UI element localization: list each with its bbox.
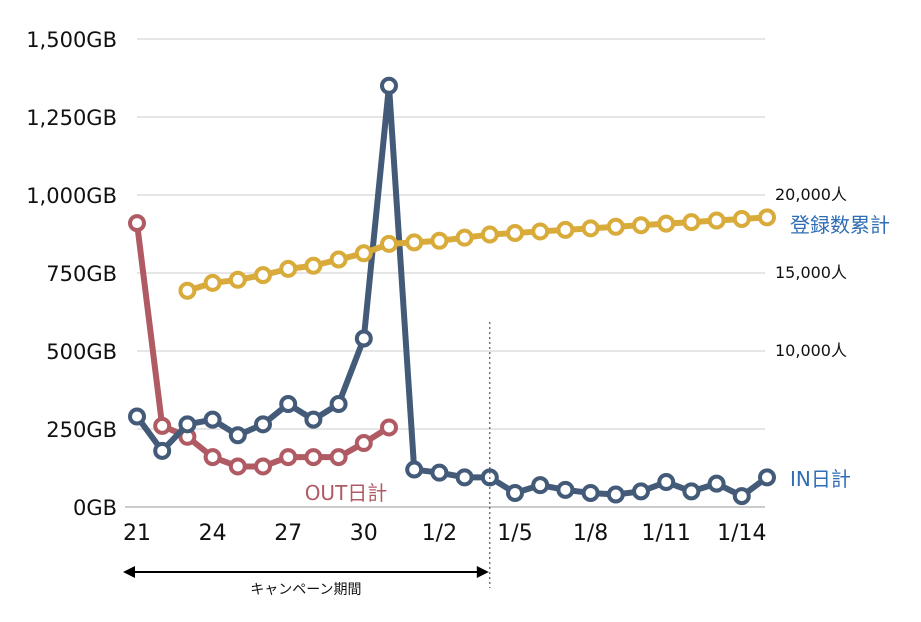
data-point bbox=[606, 485, 625, 504]
y-tick-label: 250GB bbox=[46, 418, 117, 442]
series-label: IN日計 bbox=[790, 467, 851, 491]
data-point bbox=[153, 416, 172, 435]
series-label: 登録数累計 bbox=[790, 213, 890, 237]
data-point bbox=[228, 426, 247, 445]
data-point bbox=[304, 410, 323, 429]
data-point bbox=[354, 434, 373, 453]
y-tick-label: 1,000GB bbox=[26, 184, 117, 208]
data-point bbox=[732, 487, 751, 506]
y-tick-label: 0GB bbox=[73, 496, 117, 520]
data-point bbox=[506, 483, 524, 502]
data-point bbox=[632, 482, 650, 501]
annotation-label: キャンペーン期間 bbox=[250, 582, 361, 598]
data-point bbox=[128, 407, 146, 426]
data-point bbox=[254, 266, 272, 285]
data-point bbox=[380, 418, 398, 437]
data-point bbox=[732, 209, 751, 228]
data-point bbox=[455, 468, 474, 487]
data-point bbox=[758, 468, 776, 487]
data-point bbox=[279, 448, 298, 467]
annotation-arrow-head-right bbox=[476, 566, 489, 578]
data-point bbox=[581, 483, 600, 502]
data-point bbox=[228, 270, 247, 289]
y-tick-label: 500GB bbox=[46, 340, 117, 364]
data-point bbox=[455, 228, 474, 247]
data-point bbox=[304, 448, 323, 467]
x-tick-label: 1/5 bbox=[497, 521, 532, 546]
series-layer bbox=[128, 76, 776, 506]
annotation-arrow-head-left bbox=[123, 566, 135, 578]
data-point bbox=[506, 224, 524, 242]
series-label: OUT日計 bbox=[305, 481, 388, 505]
y2-tick-label: 10,000人 bbox=[775, 341, 847, 360]
x-tick-label: 24 bbox=[199, 521, 227, 546]
data-point bbox=[128, 214, 146, 233]
data-point bbox=[178, 281, 197, 300]
y2-tick-label: 20,000人 bbox=[775, 185, 847, 204]
y-tick-label: 750GB bbox=[46, 262, 117, 286]
data-point bbox=[228, 457, 247, 476]
data-point bbox=[657, 214, 676, 233]
series-line bbox=[184, 214, 770, 294]
x-tick-label: 1/14 bbox=[717, 521, 766, 546]
data-point bbox=[430, 463, 449, 482]
data-point bbox=[581, 219, 600, 238]
y-tick-label: 1,500GB bbox=[26, 28, 117, 52]
data-point bbox=[682, 482, 701, 501]
data-point bbox=[203, 410, 222, 429]
data-point bbox=[254, 415, 272, 434]
data-point bbox=[203, 448, 222, 467]
y2-tick-label: 15,000人 bbox=[775, 263, 847, 282]
axis-x-layer: 21 24 27 30 1/2 1/5 1/8 1/11 1/14 bbox=[123, 521, 767, 546]
data-point bbox=[405, 460, 424, 479]
data-point bbox=[556, 220, 575, 239]
data-point bbox=[531, 476, 550, 495]
data-point bbox=[405, 233, 424, 252]
x-tick-label: 30 bbox=[350, 521, 378, 546]
data-point bbox=[354, 244, 373, 263]
axis-right-layer: 10,000人 15,000人 20,000人 bbox=[775, 185, 847, 360]
data-point bbox=[178, 415, 197, 434]
x-tick-label: 21 bbox=[123, 521, 151, 546]
data-point bbox=[707, 474, 726, 493]
data-point bbox=[304, 256, 323, 275]
data-point bbox=[354, 329, 373, 348]
x-tick-label: 1/2 bbox=[422, 521, 457, 546]
data-point bbox=[153, 441, 172, 460]
data-point bbox=[480, 225, 499, 244]
y-tick-label: 1,250GB bbox=[26, 106, 117, 130]
data-point bbox=[430, 231, 449, 250]
data-point bbox=[758, 208, 776, 227]
annotation-layer: キャンペーン期間 bbox=[123, 322, 491, 598]
label-layer: OUT日計 IN日計 登録数累計 bbox=[305, 213, 890, 505]
data-point bbox=[279, 259, 298, 278]
data-point bbox=[380, 234, 398, 253]
data-point bbox=[203, 273, 222, 292]
data-point bbox=[682, 213, 701, 232]
data-point bbox=[279, 395, 298, 414]
data-point bbox=[380, 76, 398, 95]
data-point bbox=[531, 222, 550, 241]
x-tick-label: 1/8 bbox=[573, 521, 608, 546]
data-point bbox=[254, 457, 272, 476]
data-point bbox=[329, 448, 348, 467]
grid-layer bbox=[125, 38, 765, 508]
data-point bbox=[606, 217, 625, 236]
data-point bbox=[657, 473, 676, 492]
axis-left-layer: 0GB 250GB 500GB 750GB 1,000GB 1,250GB 1,500GB bbox=[26, 28, 117, 520]
x-tick-label: 27 bbox=[274, 521, 302, 546]
data-point bbox=[632, 216, 650, 235]
data-point bbox=[329, 395, 348, 414]
data-point bbox=[329, 250, 348, 269]
data-point bbox=[707, 211, 726, 230]
data-point bbox=[556, 480, 575, 499]
x-tick-label: 1/11 bbox=[641, 521, 690, 546]
